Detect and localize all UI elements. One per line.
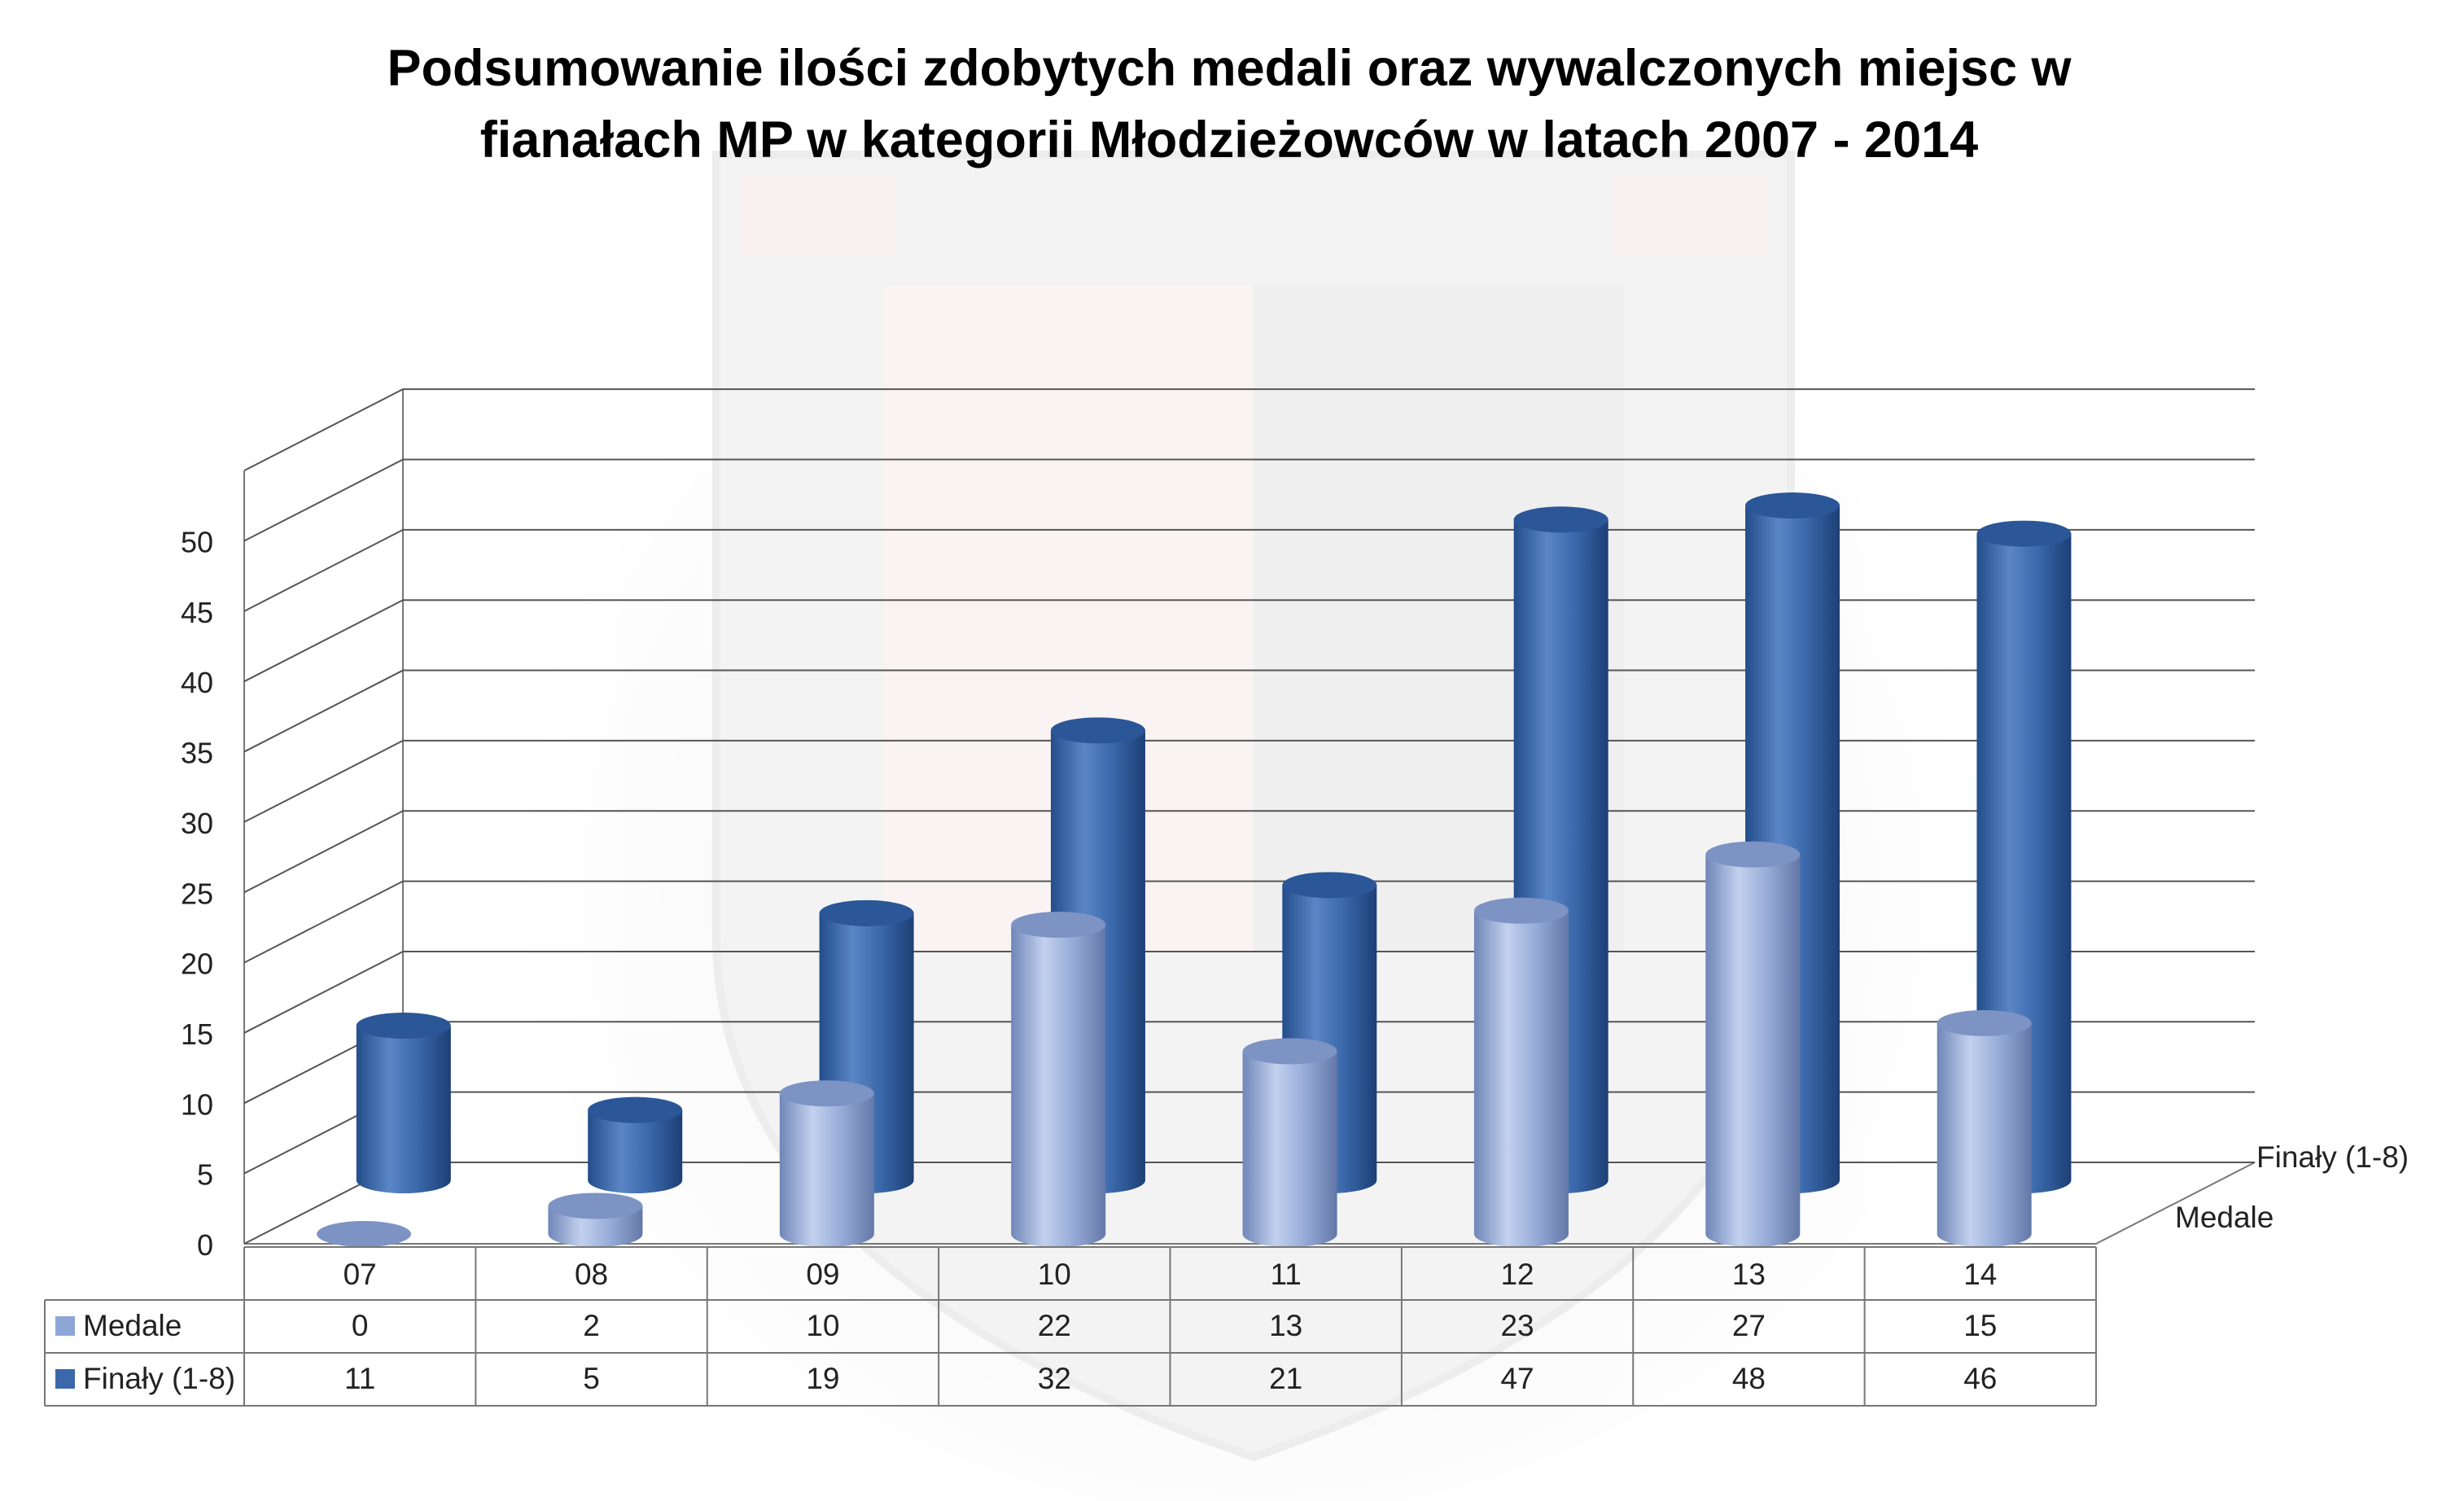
bar-medale-11-body <box>1242 1051 1337 1247</box>
legend-swatch <box>55 1369 75 1389</box>
bar-finaly-07 <box>356 1013 451 1193</box>
bar-medale-13-body <box>1705 854 1801 1247</box>
data-label: 47 <box>1500 1362 1534 1395</box>
bar-medale-10-top <box>1011 912 1106 939</box>
x-tick-label: 12 <box>1500 1258 1534 1291</box>
data-label: 11 <box>344 1362 375 1395</box>
bar-medale-09-body <box>779 1093 874 1247</box>
x-tick-label: 07 <box>344 1258 377 1291</box>
data-label: 5 <box>583 1362 600 1395</box>
data-table: 07 08 09 10 11 12 13 14 Medale 0 2 10 22 13 23 27 15 Fina… <box>44 1246 2097 1407</box>
data-label: 32 <box>1038 1362 1071 1395</box>
chart-title: Podsumowanie ilości zdobytych medali ora… <box>387 40 2072 168</box>
x-tick-label: 13 <box>1732 1258 1766 1291</box>
data-label: 22 <box>1038 1309 1071 1342</box>
data-label: 0 <box>352 1309 369 1342</box>
bar-finaly-12-top <box>1513 506 1608 533</box>
bar-finaly-08-top <box>588 1096 683 1123</box>
y-axis-ticks: 0 5 10 15 20 25 30 35 40 45 50 <box>181 526 213 1263</box>
data-label: 46 <box>1963 1362 1997 1395</box>
y-tick-label: 30 <box>181 807 213 840</box>
bar-medale-09-top <box>779 1080 874 1107</box>
gridline <box>243 458 2255 542</box>
bar-medale-08-top <box>548 1192 643 1219</box>
bar-medale-12-body <box>1473 910 1569 1247</box>
legend-entry: Finały (1-8) <box>83 1362 235 1395</box>
gridline <box>243 950 2255 1034</box>
data-label: 2 <box>583 1309 600 1342</box>
legend-swatch <box>55 1316 75 1336</box>
chart-title-line-1: Podsumowanie ilości zdobytych medali ora… <box>387 40 2072 97</box>
gridline <box>243 810 2255 894</box>
bars <box>317 492 2072 1247</box>
bar-medale-12 <box>1473 897 1569 1247</box>
bar-finaly-11-top <box>1282 872 1377 899</box>
bar-medale-14 <box>1937 1009 2032 1247</box>
y-tick-label: 50 <box>181 526 213 559</box>
x-tick-label: 10 <box>1038 1258 1071 1291</box>
bar-finaly-07-top <box>356 1013 451 1039</box>
y-tick-label: 5 <box>197 1158 213 1192</box>
x-tick-label: 14 <box>1963 1258 1997 1291</box>
bar-medale-14-top <box>1937 1009 2032 1036</box>
bar-medale-11 <box>1242 1038 1337 1247</box>
bar-medale-09 <box>779 1080 874 1247</box>
y-tick-label: 0 <box>197 1228 213 1262</box>
x-tick-label: 08 <box>575 1258 608 1291</box>
gridline <box>243 739 2255 823</box>
data-label: 19 <box>806 1362 839 1395</box>
bar-medale-10-body <box>1011 925 1106 1247</box>
bar-finaly-09-top <box>819 899 914 926</box>
bar-finaly-14-top <box>1976 520 2072 547</box>
data-label: 21 <box>1269 1362 1302 1395</box>
y-tick-label: 25 <box>181 877 213 910</box>
bar-medale-08 <box>548 1192 643 1247</box>
x-tick-label: 09 <box>806 1258 839 1291</box>
gridline <box>243 880 2255 964</box>
bar-medale-12-top <box>1473 897 1569 924</box>
gridline <box>243 599 2255 683</box>
bar-medale-13-top <box>1705 841 1801 868</box>
y-tick-label: 45 <box>181 596 213 629</box>
bar-medale-14-body <box>1937 1022 2032 1247</box>
depth-axis-label-finaly: Finały (1-8) <box>2256 1140 2409 1174</box>
bar-medale-10 <box>1011 912 1106 1247</box>
y-tick-label: 40 <box>181 666 213 699</box>
gridline <box>243 669 2255 753</box>
gridline <box>243 528 2255 612</box>
legend-entry: Medale <box>83 1309 182 1342</box>
data-label: 15 <box>1963 1309 1997 1342</box>
bar-medale-07 <box>317 1221 412 1247</box>
x-tick-label: 11 <box>1270 1258 1301 1291</box>
bar-medale-07-top <box>317 1221 412 1247</box>
depth-axis-label-medale: Medale <box>2175 1201 2274 1234</box>
y-tick-label: 35 <box>181 737 213 770</box>
y-tick-label: 10 <box>181 1087 213 1121</box>
data-label: 13 <box>1269 1309 1302 1342</box>
bar-finaly-13-top <box>1745 492 1840 519</box>
bar-finaly-10-top <box>1050 717 1145 744</box>
data-label: 23 <box>1500 1309 1534 1342</box>
data-label: 10 <box>806 1309 839 1342</box>
y-tick-label: 15 <box>181 1017 213 1051</box>
bar-medale-13 <box>1705 841 1801 1247</box>
bar-medale-11-top <box>1242 1038 1337 1065</box>
bar-finaly-07-body <box>356 1026 451 1193</box>
bar-finaly-08 <box>588 1096 683 1193</box>
data-label: 27 <box>1732 1309 1766 1342</box>
bar-finaly-08-body <box>588 1109 683 1193</box>
data-label: 48 <box>1732 1362 1766 1395</box>
gridline <box>243 388 2255 472</box>
y-tick-label: 20 <box>181 947 213 981</box>
chart-title-line-2: fianałach MP w kategorii Młodzieżowców w… <box>480 112 1978 168</box>
